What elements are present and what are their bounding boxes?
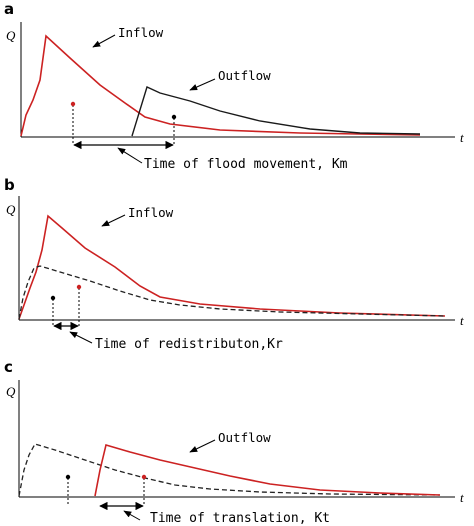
panel-b-redistributed-curve bbox=[18, 265, 446, 320]
panel-c-span-pointer bbox=[123, 510, 141, 521]
panel-a-outflow-curve bbox=[131, 86, 421, 137]
panel-b-inflow-label: Inflow bbox=[128, 205, 174, 220]
panel-a-inflow-centroid bbox=[70, 101, 76, 107]
panel-a-span-pointer bbox=[117, 147, 143, 164]
panel-b-outflow-centroid bbox=[76, 284, 82, 290]
panel-a-inflow-label: Inflow bbox=[118, 25, 164, 40]
panel-a-x-symbol: t bbox=[460, 130, 464, 145]
panel-b-inflow-centroid bbox=[50, 295, 56, 301]
panel-c-outflow-curve bbox=[94, 443, 441, 497]
panel-b-span-label: Time of redistributon,Kr bbox=[95, 337, 283, 352]
panel-a-outflow-label: Outflow bbox=[218, 68, 271, 83]
panel-a-outflow-centroid bbox=[171, 114, 177, 120]
panel-c: c Q t Time of translation, Kt Outflow bbox=[4, 358, 464, 526]
panel-a-y-symbol: Q bbox=[6, 28, 16, 43]
panel-b-inflow-pointer bbox=[101, 214, 126, 227]
panel-c-outflow-pointer bbox=[189, 439, 216, 453]
panel-b-x-symbol: t bbox=[460, 313, 464, 328]
panel-c-redistributed-curve bbox=[18, 443, 441, 497]
panel-a-outflow-pointer bbox=[189, 78, 216, 91]
panel-a-inflow-pointer bbox=[92, 34, 116, 48]
panel-a: a Q t Time of flood movement, Km Inflow … bbox=[4, 0, 464, 172]
panel-c-outflow-centroid bbox=[141, 474, 147, 480]
panel-c-outflow-label: Outflow bbox=[218, 430, 271, 445]
panel-b-inflow-curve bbox=[18, 214, 446, 320]
panel-a-span-label: Time of flood movement, Km bbox=[144, 157, 348, 172]
panel-c-y-symbol: Q bbox=[6, 384, 16, 399]
panel-a-inflow-curve bbox=[20, 34, 421, 137]
panel-c-span-label: Time of translation, Kt bbox=[150, 511, 330, 526]
panel-b-letter: b bbox=[4, 176, 15, 194]
panel-c-x-symbol: t bbox=[460, 490, 464, 505]
panel-b-span-pointer bbox=[69, 331, 93, 344]
panel-a-letter: a bbox=[4, 0, 14, 18]
panel-b-y-symbol: Q bbox=[6, 202, 16, 217]
panel-c-inflow-centroid bbox=[65, 474, 71, 480]
panel-c-letter: c bbox=[4, 358, 13, 376]
panel-b: b Q t Time of redistributon,Kr Inflow bbox=[4, 176, 464, 352]
